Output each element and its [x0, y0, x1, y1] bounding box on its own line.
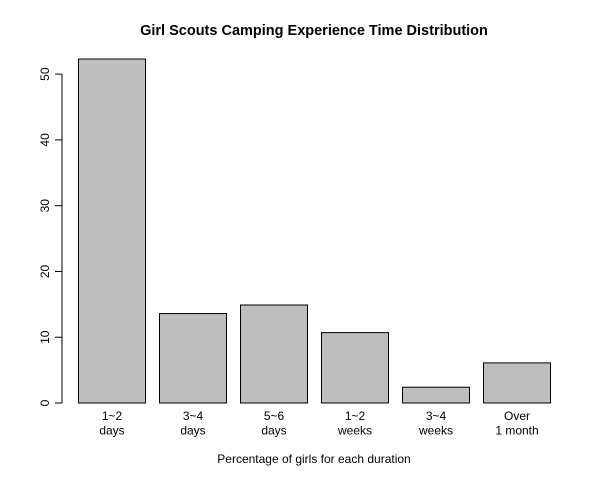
- bars: [78, 58, 551, 404]
- y-tick-label: 30: [38, 199, 52, 213]
- bar: [321, 332, 389, 404]
- bar: [240, 304, 308, 404]
- x-tick-label: Over 1 month: [495, 409, 538, 438]
- y-tick-label: 40: [38, 133, 52, 147]
- y-tick-label: 50: [38, 67, 52, 81]
- x-tick-label: 1~2 weeks: [337, 409, 372, 438]
- x-axis-labels: 1~2 days 3~4 days 5~6 days 1~2 weeks 3~4 weeks Ove…: [99, 409, 538, 438]
- y-tick-label: 10: [38, 330, 52, 344]
- y-tick-label: 0: [38, 399, 52, 406]
- x-tick-label: 3~4 weeks: [418, 409, 453, 438]
- x-axis-label: Percentage of girls for each duration: [217, 452, 410, 466]
- x-tick-label: 3~4 days: [180, 409, 205, 438]
- chart-title: Girl Scouts Camping Experience Time Dist…: [140, 23, 488, 39]
- bar: [402, 386, 470, 404]
- y-tick-label: 20: [38, 264, 52, 278]
- x-tick-label: 5~6 days: [261, 409, 286, 438]
- x-tick-label: 1~2 days: [99, 409, 124, 438]
- bar: [78, 58, 146, 404]
- y-axis: 0 10 20 30 40 50: [38, 67, 63, 406]
- bar: [483, 362, 551, 404]
- bar: [159, 313, 227, 404]
